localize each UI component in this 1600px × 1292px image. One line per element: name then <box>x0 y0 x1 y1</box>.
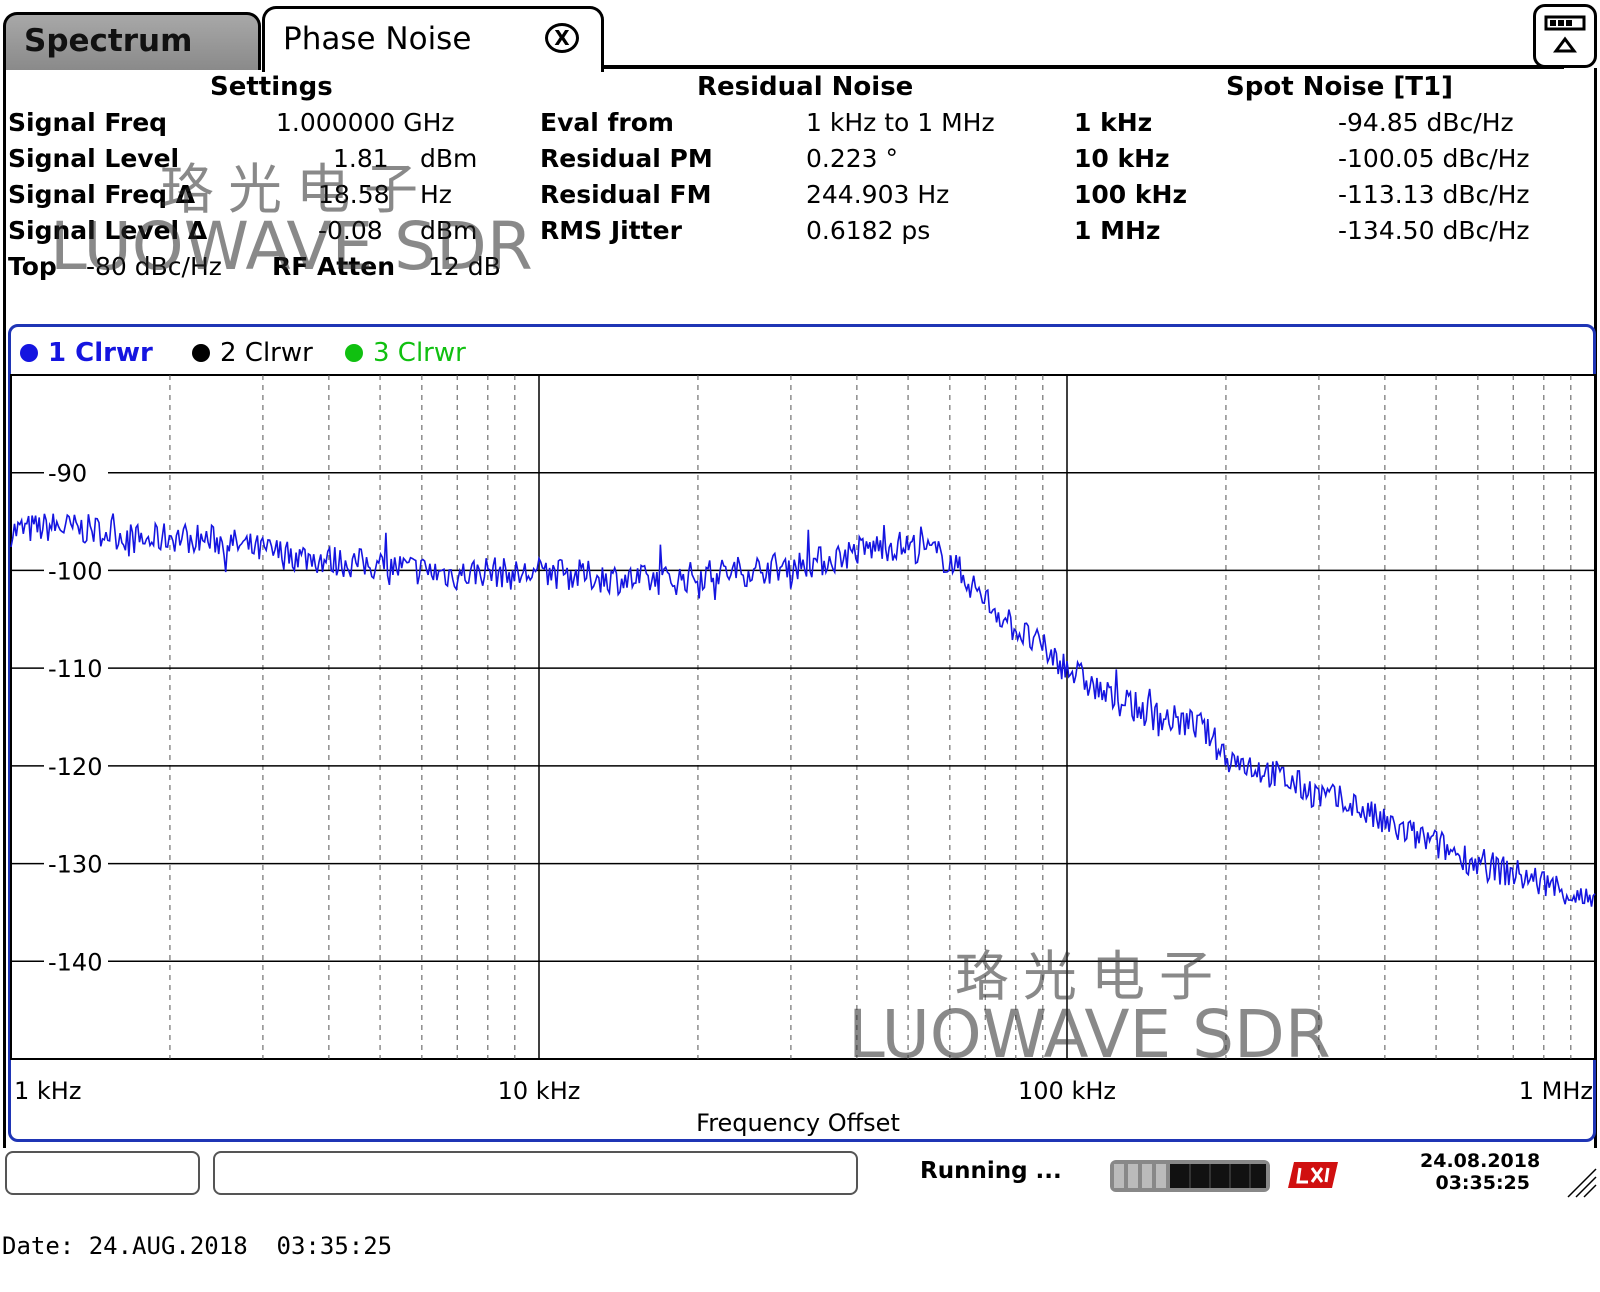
legend-trace-1-label: 1 Clrwr <box>48 338 153 368</box>
trace-1-line <box>10 513 1596 907</box>
spot-value-1khz: -94.85 dBc/Hz <box>1338 108 1514 137</box>
trace-2-dot-icon <box>192 344 210 362</box>
major-grid <box>10 375 1596 1059</box>
spot-offset-1khz: 1 kHz <box>1074 108 1153 137</box>
status-running: Running ... <box>920 1158 1062 1184</box>
y-tick-label-bg <box>44 654 108 683</box>
status-date: 24.08.2018 <box>1420 1150 1541 1172</box>
y-tick-label-bg <box>44 751 108 780</box>
top-label: Top <box>8 252 57 281</box>
spot-value-1mhz: -134.50 dBc/Hz <box>1338 216 1530 245</box>
signal-freq-label: Signal Freq <box>8 108 168 137</box>
legend-trace-3-label: 3 Clrwr <box>373 338 466 368</box>
y-tick-label: -140 <box>48 948 102 976</box>
spot-noise-header: Spot Noise [T1] <box>1226 72 1453 102</box>
progress-bar-icon <box>1110 1160 1270 1192</box>
settings-header: Settings <box>210 72 333 102</box>
x-tick-labels: 1 kHz 10 kHz 100 kHz 1 MHz <box>14 1077 1593 1105</box>
rms-jitter-value: 0.6182 ps <box>806 216 931 245</box>
x-tick-label: 100 kHz <box>1018 1077 1116 1105</box>
residual-pm-value: 0.223 ° <box>806 144 899 173</box>
plot-area <box>10 374 1596 1060</box>
frame-left <box>3 68 6 1148</box>
resize-grip-icon[interactable] <box>1562 1163 1598 1199</box>
y-tick-labels: -90 -100 -110 -120 -130 -140 <box>44 458 108 976</box>
residual-fm-label: Residual FM <box>540 180 712 209</box>
y-tick-label: -120 <box>48 753 102 781</box>
eval-from-value: 1 kHz to 1 MHz <box>806 108 995 137</box>
signal-freq-value: 1.000000 GHz <box>276 108 455 137</box>
lxi-logo-icon <box>1288 1162 1338 1188</box>
minor-grid <box>169 375 1572 1059</box>
x-tick-label: 1 kHz <box>14 1077 81 1105</box>
signal-freq-delta-label: Signal Freq Δ <box>8 180 196 209</box>
tab-phase-noise[interactable]: Phase Noise X <box>262 6 604 72</box>
status-time: 03:35:25 <box>1435 1172 1530 1194</box>
eval-from-label: Eval from <box>540 108 674 137</box>
tab-phase-noise-label: Phase Noise <box>283 21 472 57</box>
status-field-2[interactable] <box>213 1151 858 1195</box>
y-tick-label: -90 <box>48 460 87 488</box>
legend-trace-2-label: 2 Clrwr <box>220 338 313 368</box>
tab-bar-line <box>601 65 1564 69</box>
rf-atten-label: RF Atten <box>272 252 396 281</box>
toolbar-toggle-button[interactable] <box>1533 4 1597 68</box>
series-group <box>10 513 1596 907</box>
signal-level-delta-value: -0.08 <box>318 216 383 245</box>
rf-atten-value: 12 dB <box>428 252 501 281</box>
y-tick-label: -130 <box>48 851 102 879</box>
residual-fm-value: 244.903 Hz <box>806 180 950 209</box>
status-datetime: 24.08.2018 03:35:25 <box>1420 1150 1541 1194</box>
spot-value-10khz: -100.05 dBc/Hz <box>1338 144 1530 173</box>
residual-noise-header: Residual Noise <box>697 72 914 102</box>
tab-spectrum-label: Spectrum <box>24 23 193 59</box>
signal-level-unit: dBm <box>420 144 478 173</box>
y-tick-label-bg <box>44 947 108 976</box>
legend-trace-1[interactable]: 1 Clrwr <box>20 338 153 368</box>
close-tab-button[interactable]: X <box>545 23 579 53</box>
spot-offset-100khz: 100 kHz <box>1074 180 1187 209</box>
toolbar-toggle-icon <box>1544 15 1586 53</box>
y-tick-label-bg <box>44 849 108 878</box>
footer-date: Date: 24.AUG.2018 03:35:25 <box>2 1232 393 1260</box>
spot-offset-1mhz: 1 MHz <box>1074 216 1161 245</box>
trace-3-dot-icon <box>345 344 363 362</box>
signal-freq-delta-value: 18.58 <box>318 180 390 209</box>
y-tick-label: -110 <box>48 655 102 683</box>
signal-level-delta-unit: dBm <box>420 216 478 245</box>
y-tick-label: -100 <box>48 557 102 585</box>
spot-offset-10khz: 10 kHz <box>1074 144 1170 173</box>
x-tick-label: 1 MHz <box>1519 1077 1593 1105</box>
signal-level-delta-label: Signal Level Δ <box>8 216 208 245</box>
status-field-1[interactable] <box>5 1151 200 1195</box>
spot-value-100khz: -113.13 dBc/Hz <box>1338 180 1530 209</box>
signal-level-label: Signal Level <box>8 144 180 173</box>
signal-level-value: 1.81 <box>333 144 389 173</box>
y-tick-label-bg <box>44 556 108 585</box>
tab-spectrum[interactable]: Spectrum <box>3 12 261 70</box>
trace-1-dot-icon <box>20 344 38 362</box>
legend-trace-2[interactable]: 2 Clrwr <box>192 338 313 368</box>
signal-freq-delta-unit: Hz <box>420 180 452 209</box>
residual-pm-label: Residual PM <box>540 144 713 173</box>
rms-jitter-label: RMS Jitter <box>540 216 682 245</box>
x-tick-label: 10 kHz <box>498 1077 581 1105</box>
top-value: -80 dBc/Hz <box>86 252 222 281</box>
legend-trace-3[interactable]: 3 Clrwr <box>345 338 466 368</box>
y-tick-label-bg <box>44 458 108 487</box>
x-axis-label: Frequency Offset <box>696 1109 900 1137</box>
